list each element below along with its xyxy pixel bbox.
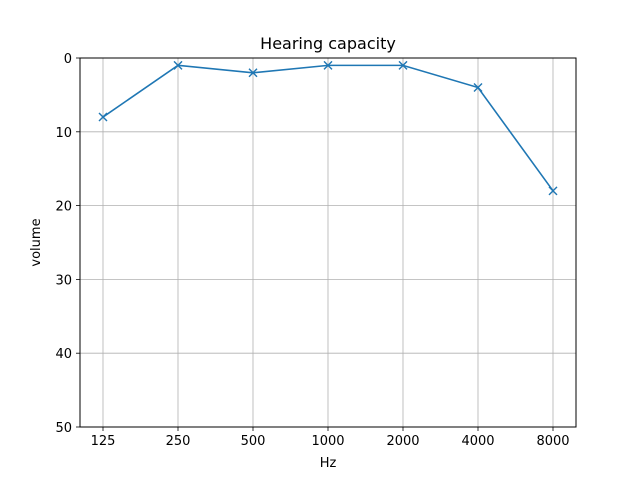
x-tick-label: 4000	[461, 434, 494, 449]
y-axis-label: volume	[29, 218, 44, 266]
y-tick-label: 0	[64, 52, 72, 67]
data-point-marker	[473, 83, 483, 93]
chart-title: Hearing capacity	[260, 34, 396, 53]
x-tick-label: 8000	[536, 434, 569, 449]
x-axis-label: Hz	[320, 456, 337, 471]
x-tick-label: 250	[166, 434, 191, 449]
x-tick-label: 2000	[386, 434, 419, 449]
y-tick-label: 20	[55, 200, 72, 215]
x-ticks: 125 250 500 1000 2000 4000 8000	[91, 427, 570, 449]
x-tick-label: 125	[91, 434, 116, 449]
x-tick-label: 1000	[311, 434, 344, 449]
y-tick-label: 30	[55, 273, 72, 288]
x-tick-label: 500	[241, 434, 266, 449]
y-ticks: 0 10 20 30 40 50	[55, 52, 80, 436]
data-point-marker	[398, 60, 408, 70]
y-tick-label: 50	[55, 421, 72, 436]
y-tick-label: 40	[55, 347, 72, 362]
data-point-marker	[173, 60, 183, 70]
series-layer	[98, 60, 558, 196]
y-tick-label: 10	[55, 126, 72, 141]
data-point-marker	[323, 60, 333, 70]
data-point-marker	[248, 68, 258, 78]
data-point-marker	[98, 112, 108, 122]
data-point-marker	[548, 186, 558, 196]
